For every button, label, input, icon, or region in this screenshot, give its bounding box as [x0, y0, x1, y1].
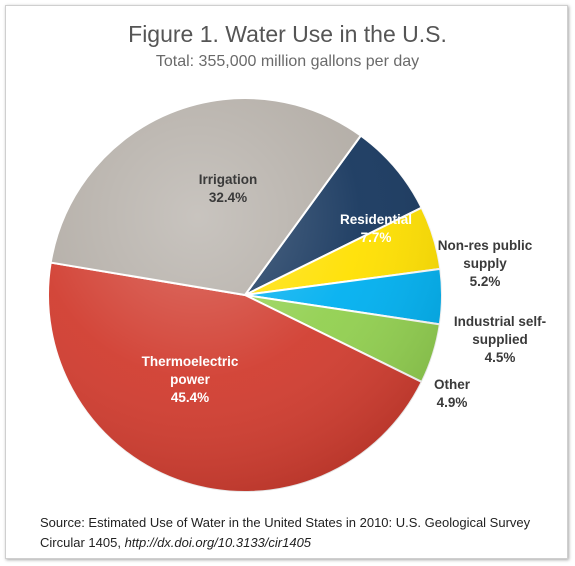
label-other: Other 4.9%: [434, 377, 471, 410]
label-non-res-public-supply: Non-res public supply 5.2%: [438, 238, 533, 289]
label-residential: Residential 7.7%: [340, 212, 412, 245]
label-industrial-self-supplied: Industrial self-supplied 4.5%: [454, 314, 546, 365]
pie-labels: Residential 7.7% Non-res public supply 5.2% I…: [142, 172, 547, 410]
pie-slices: [47, 97, 443, 493]
label-thermoelectric-power: Thermoelectric power 45.4%: [142, 354, 239, 405]
source-note: Source: Estimated Use of Water in the Un…: [40, 513, 560, 553]
label-irrigation: Irrigation 32.4%: [199, 172, 258, 205]
chart-subtitle: Total: 355,000 million gallons per day: [155, 53, 420, 70]
chart-title: Figure 1. Water Use in the U.S.: [128, 21, 447, 47]
source-text: Source: Estimated Use of Water in the Un…: [40, 515, 531, 550]
source-url[interactable]: http://dx.doi.org/10.3133/cir1405: [124, 535, 312, 550]
